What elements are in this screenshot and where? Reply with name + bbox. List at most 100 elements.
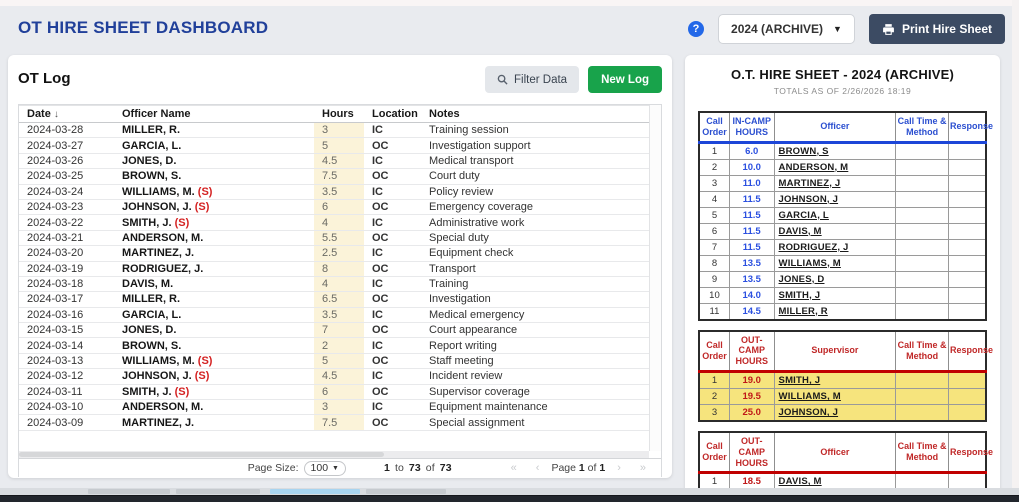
page-size-select[interactable]: 100 ▼	[303, 460, 346, 476]
log-row[interactable]: 2024-03-19 RODRIGUEZ, J. 8 OC Transport	[19, 261, 649, 277]
response-cell[interactable]	[947, 286, 987, 304]
officer-link[interactable]: DAVIS, M	[778, 225, 822, 237]
officer-link[interactable]: WILLIAMS, M	[778, 390, 841, 402]
log-officer-cell: MARTINEZ, J.	[114, 245, 314, 262]
log-row[interactable]: 2024-03-24 WILLIAMS, M. (S) 3.5 IC Policy re…	[19, 184, 649, 200]
log-hours-cell: 3.5	[314, 184, 364, 200]
response-cell[interactable]	[947, 254, 987, 272]
log-row[interactable]: 2024-03-09 MARTINEZ, J. 7.5 OC Special assig…	[19, 414, 649, 431]
log-row[interactable]: 2024-03-13 WILLIAMS, M. (S) 5 OC Staff meeti…	[19, 353, 649, 370]
response-cell[interactable]	[947, 302, 987, 321]
col-header-hours[interactable]: Hours	[314, 105, 364, 123]
taskbar-item[interactable]	[176, 489, 260, 494]
log-row[interactable]: 2024-03-28 MILLER, R. 3 IC Training session	[19, 122, 649, 139]
prev-page-icon[interactable]: ‹	[535, 462, 540, 474]
log-row[interactable]: 2024-03-20 MARTINEZ, J. 2.5 IC Equipment che…	[19, 245, 649, 262]
response-cell[interactable]	[947, 403, 987, 422]
log-row[interactable]: 2024-03-25 BROWN, S. 7.5 OC Court duty	[19, 168, 649, 185]
call-time-cell[interactable]	[895, 174, 949, 192]
log-row[interactable]: 2024-03-21 ANDERSON, M. 5.5 OC Special duty	[19, 230, 649, 247]
log-row[interactable]: 2024-03-15 JONES, D. 7 OC Court appearance	[19, 322, 649, 339]
log-row[interactable]: 2024-03-22 SMITH, J. (S) 4 IC Administrative…	[19, 214, 649, 231]
print-hire-sheet-button[interactable]: Print Hire Sheet	[868, 14, 1005, 44]
response-cell[interactable]	[947, 190, 987, 208]
log-row[interactable]: 2024-03-18 DAVIS, M. 4 IC Training	[19, 276, 649, 293]
response-cell[interactable]	[947, 238, 987, 256]
page-vertical-scrollbar[interactable]	[1012, 0, 1019, 488]
log-row[interactable]: 2024-03-23 JOHNSON, J. (S) 6 OC Emergency co…	[19, 199, 649, 216]
log-row[interactable]: 2024-03-17 MILLER, R. 6.5 OC Investigation	[19, 291, 649, 308]
taskbar-item-active[interactable]	[270, 489, 360, 494]
first-page-icon[interactable]: «	[510, 462, 517, 474]
response-cell[interactable]	[947, 270, 987, 288]
officer-link[interactable]: DAVIS, M	[778, 476, 822, 488]
log-row[interactable]: 2024-03-12 JOHNSON, J. (S) 4.5 IC Incident r…	[19, 368, 649, 385]
call-time-cell[interactable]	[895, 238, 949, 256]
last-page-icon[interactable]: »	[639, 462, 646, 474]
sort-descending-icon: ↓	[53, 109, 59, 120]
call-time-cell[interactable]	[895, 254, 949, 272]
response-cell[interactable]	[947, 174, 987, 192]
call-time-cell[interactable]	[895, 472, 949, 491]
officer-link[interactable]: MARTINEZ, J	[778, 177, 841, 189]
officer-link[interactable]: MILLER, R	[778, 305, 828, 317]
officer-link[interactable]: WILLIAMS, M	[778, 257, 841, 269]
call-time-cell[interactable]	[895, 302, 949, 321]
log-row[interactable]: 2024-03-16 GARCIA, L. 3.5 IC Medical emergen…	[19, 307, 649, 324]
next-page-icon[interactable]: ›	[617, 462, 621, 474]
col-header-officer[interactable]: Officer Name	[114, 105, 314, 123]
response-cell[interactable]	[947, 222, 987, 240]
officer-link[interactable]: RODRIGUEZ, J	[778, 241, 849, 253]
response-cell[interactable]	[947, 472, 987, 491]
call-time-cell[interactable]	[895, 158, 949, 176]
call-time-cell[interactable]	[895, 190, 949, 208]
grid-vertical-scrollbar[interactable]	[649, 105, 661, 451]
log-hours-cell: 4	[314, 276, 364, 293]
log-location-cell: IC	[364, 245, 421, 262]
log-notes-cell: Court appearance	[421, 322, 649, 339]
filter-data-button[interactable]: Filter Data	[485, 66, 580, 93]
log-hours-cell: 6.5	[314, 291, 364, 308]
log-row[interactable]: 2024-03-14 BROWN, S. 2 IC Report writing	[19, 337, 649, 354]
call-time-cell[interactable]	[895, 370, 949, 389]
response-cell[interactable]	[947, 387, 987, 405]
officer-link[interactable]: SMITH, J	[778, 374, 821, 386]
call-time-cell[interactable]	[895, 206, 949, 224]
taskbar-item[interactable]	[366, 489, 446, 494]
officer-link[interactable]: GARCIA, L	[778, 209, 829, 221]
call-time-cell[interactable]	[895, 403, 949, 422]
new-log-button[interactable]: New Log	[588, 66, 662, 93]
officer-link[interactable]: BROWN, S	[778, 145, 829, 157]
year-archive-select[interactable]: 2024 (ARCHIVE) ▼	[718, 14, 855, 44]
col-header-date[interactable]: Date ↓	[19, 105, 114, 123]
help-icon[interactable]: ?	[688, 21, 705, 37]
officer-link[interactable]: JONES, D	[778, 273, 825, 285]
call-time-cell[interactable]	[895, 141, 949, 160]
log-row[interactable]: 2024-03-26 JONES, D. 4.5 IC Medical transpor…	[19, 153, 649, 170]
call-time-cell[interactable]	[895, 387, 949, 405]
officer-link[interactable]: ANDERSON, M	[778, 161, 849, 173]
call-time-cell[interactable]	[895, 286, 949, 304]
response-cell[interactable]	[947, 370, 987, 389]
response-cell[interactable]	[947, 158, 987, 176]
officer-link[interactable]: SMITH, J	[778, 289, 821, 301]
log-row[interactable]: 2024-03-27 GARCIA, L. 5 OC Investigation sup…	[19, 137, 649, 154]
scrollbar-thumb[interactable]	[19, 452, 385, 457]
log-hours-cell: 2	[314, 337, 364, 354]
col-header-notes[interactable]: Notes	[421, 105, 649, 123]
log-location-cell: OC	[364, 261, 421, 277]
response-cell[interactable]	[947, 206, 987, 224]
officer-name-cell: SMITH, J	[773, 286, 897, 304]
response-cell[interactable]	[947, 141, 987, 160]
log-date-cell: 2024-03-23	[19, 199, 114, 216]
taskbar-item[interactable]	[88, 489, 170, 494]
officer-link[interactable]: JOHNSON, J	[778, 193, 839, 205]
col-header-location[interactable]: Location	[364, 105, 421, 123]
grid-horizontal-scrollbar[interactable]	[19, 451, 649, 458]
hire-row: 3 11.0 MARTINEZ, J	[698, 174, 987, 192]
log-row[interactable]: 2024-03-11 SMITH, J. (S) 6 OC Supervisor cov…	[19, 384, 649, 401]
call-time-cell[interactable]	[895, 222, 949, 240]
officer-link[interactable]: JOHNSON, J	[778, 406, 839, 418]
call-time-cell[interactable]	[895, 270, 949, 288]
log-row[interactable]: 2024-03-10 ANDERSON, M. 3 IC Equipment maint…	[19, 399, 649, 416]
